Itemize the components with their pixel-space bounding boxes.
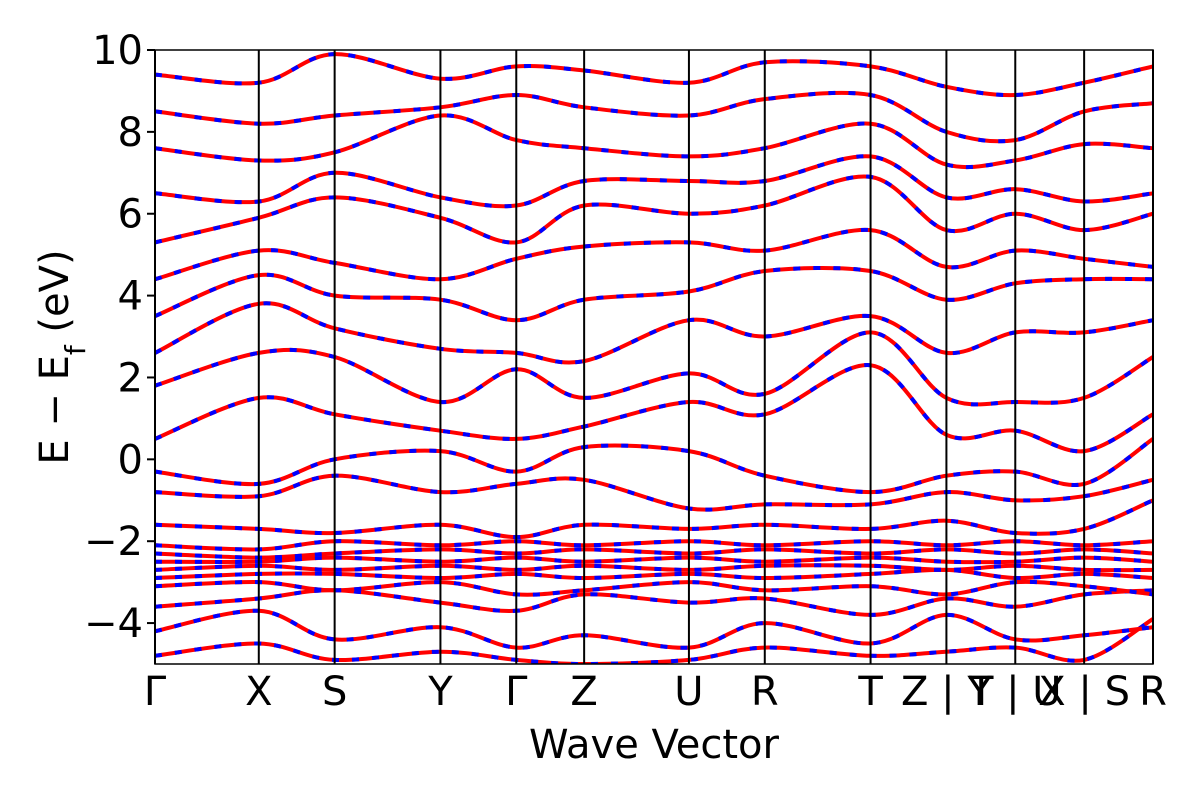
y-tick-label-7: 10 [92,28,143,74]
y-axis-title: E − Ef (eV) [32,249,92,464]
band-line-1 [155,608,1153,650]
band-line-4 [155,567,1153,581]
band-line-20 [155,90,1153,144]
band-overlay-21 [155,52,1153,98]
x-tick-label-4: Γ [505,669,528,715]
band-overlay-15 [155,265,1153,323]
band-line-21 [155,52,1153,98]
band-line-7 [155,547,1153,560]
band-overlay-6 [155,555,1153,565]
x-tick-label-8: T [857,669,883,715]
x-tick-label-9: Z | Y [901,669,992,715]
y-ticks-layer: −4 −2 0 2 4 6 8 10 [84,28,155,647]
y-tick-label-4: 4 [118,274,143,320]
y-axis-title-main: E − E [32,355,78,465]
band-line-15 [155,265,1153,323]
y-tick-label-6: 8 [118,110,143,156]
band-overlay-1 [155,608,1153,650]
band-overlay-17 [155,174,1153,245]
x-tick-label-12: R [1139,669,1167,715]
plot-frame [154,49,1154,665]
x-tick-label-5: Z [570,669,597,715]
band-overlay-14 [155,301,1153,365]
x-tick-label-1: X [245,669,272,715]
band-line-10 [155,473,1153,512]
band-line-13 [155,330,1153,407]
x-tick-label-6: U [674,669,703,715]
band-line-6 [155,555,1153,565]
x-tick-label-11: X | S [1038,669,1130,715]
band-overlay-9 [155,498,1153,540]
band-overlay-4 [155,567,1153,581]
band-line-0 [155,617,1153,664]
x-tick-label-10: T | U [968,669,1062,715]
band-overlay-13 [155,330,1153,407]
band-line-9 [155,498,1153,540]
band-overlay-0 [155,617,1153,664]
band-line-16 [155,227,1153,282]
band-overlay-5 [155,563,1153,573]
y-tick-label-2: 0 [118,437,143,483]
x-tick-label-2: S [322,669,347,715]
band-line-2 [155,588,1153,617]
band-overlay-18 [155,154,1153,209]
x-tick-label-0: Γ [144,669,167,715]
x-tick-label-3: Y [427,669,453,715]
y-tick-label-5: 6 [118,192,143,238]
band-line-5 [155,563,1153,573]
bands-layer [155,52,1153,664]
y-tick-label-1: −2 [84,519,143,565]
band-line-8 [155,539,1153,552]
band-overlay-7 [155,547,1153,560]
y-tick-label-0: −4 [84,601,143,647]
y-axis-title-unit: (eV) [32,249,78,345]
y-axis-title-subscript: f [59,344,92,355]
x-tick-label-7: R [751,669,779,715]
y-tick-label-3: 2 [118,355,143,401]
x-axis-title: Wave Vector [529,722,780,768]
band-line-14 [155,301,1153,365]
band-overlay-20 [155,90,1153,144]
band-line-12 [155,363,1153,454]
